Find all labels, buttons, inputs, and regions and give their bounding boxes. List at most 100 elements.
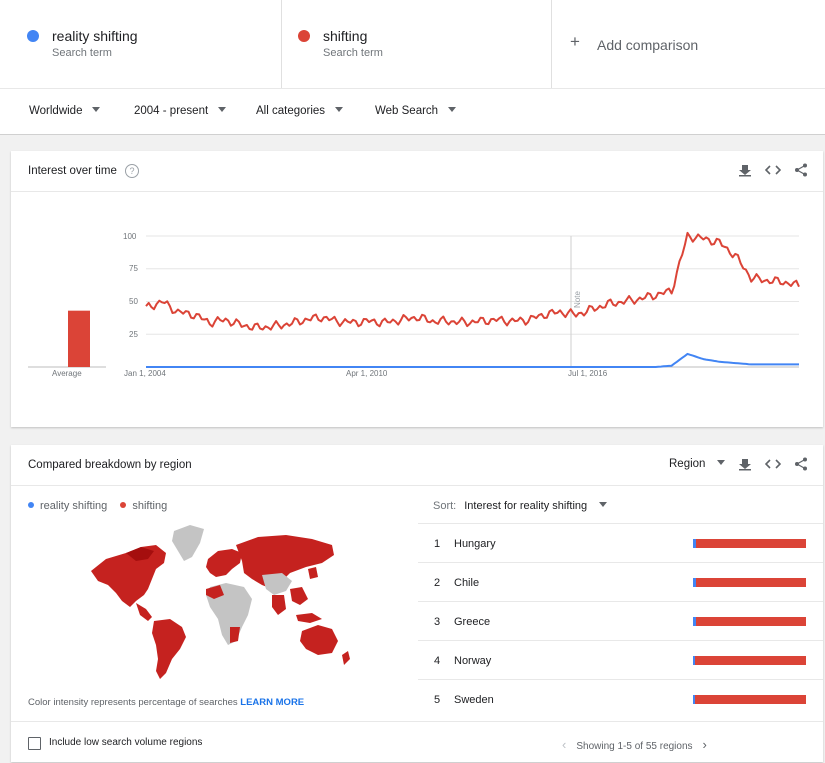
map-region-north-america[interactable] bbox=[91, 545, 166, 607]
map-region-japan[interactable] bbox=[308, 567, 318, 579]
row-region-name: Greece bbox=[454, 616, 491, 628]
add-comparison-label: Add comparison bbox=[597, 37, 699, 53]
map-legend: reality shifting shifting bbox=[28, 500, 167, 512]
share-icon[interactable] bbox=[793, 457, 809, 473]
caret-down-icon bbox=[335, 107, 344, 112]
table-row[interactable]: 5 Sweden bbox=[418, 679, 823, 719]
search-terms-bar: reality shifting Search term shifting Se… bbox=[0, 0, 825, 88]
chart-note-marker[interactable]: Note bbox=[572, 291, 582, 308]
download-icon[interactable] bbox=[737, 457, 753, 473]
reality-shifting-share bbox=[693, 656, 696, 665]
help-icon[interactable]: ? bbox=[125, 164, 139, 178]
row-region-name: Chile bbox=[454, 577, 480, 589]
card-header: Compared breakdown by region Region bbox=[11, 445, 823, 486]
y-tick-label: 25 bbox=[129, 330, 138, 339]
sort-control[interactable]: Sort: Interest for reality shifting bbox=[433, 500, 608, 512]
embed-code-icon[interactable] bbox=[764, 457, 782, 473]
row-rank: 1 bbox=[434, 538, 441, 550]
map-region-indonesia[interactable] bbox=[296, 613, 322, 623]
region-filter[interactable]: Worldwide bbox=[29, 105, 101, 117]
map-region-australia[interactable] bbox=[300, 625, 338, 655]
map-region-southeast-asia[interactable] bbox=[290, 587, 308, 605]
map-region-canada-north[interactable] bbox=[126, 547, 154, 561]
world-map[interactable] bbox=[86, 523, 356, 683]
search-term-shifting[interactable]: shifting Search term bbox=[282, 0, 552, 88]
map-region-greenland[interactable] bbox=[172, 525, 204, 561]
map-region-russia-asia[interactable] bbox=[236, 535, 334, 589]
caret-down-icon bbox=[599, 502, 608, 507]
y-tick-label: 75 bbox=[129, 264, 138, 273]
low-volume-checkbox[interactable] bbox=[28, 737, 41, 750]
time-filter[interactable]: 2004 - present bbox=[134, 105, 227, 117]
series-color-dot bbox=[298, 30, 310, 42]
pagination: ‹ Showing 1-5 of 55 regions › bbox=[562, 737, 707, 752]
row-region-name: Hungary bbox=[454, 538, 496, 550]
table-row[interactable]: 4 Norway bbox=[418, 640, 823, 680]
legend-dot bbox=[120, 502, 127, 508]
search-term-reality-shifting[interactable]: reality shifting Search term bbox=[11, 0, 282, 88]
embed-code-icon[interactable] bbox=[764, 163, 782, 179]
legend-label: reality shifting bbox=[40, 500, 108, 512]
card-title: Interest over time bbox=[28, 165, 117, 177]
map-region-north-africa[interactable] bbox=[206, 585, 224, 599]
region-dropdown[interactable]: Region bbox=[669, 458, 726, 470]
region-card-footer: Include low search volume regions ‹ Showi… bbox=[11, 721, 823, 763]
card-title: Compared breakdown by region bbox=[28, 459, 192, 471]
map-region-south-africa[interactable] bbox=[230, 627, 240, 643]
caret-down-icon bbox=[448, 107, 457, 112]
series-line-shifting bbox=[145, 231, 800, 331]
time-filter-label: 2004 - present bbox=[134, 105, 209, 117]
table-row[interactable]: 1 Hungary bbox=[418, 523, 823, 563]
x-tick-label: Apr 1, 2010 bbox=[346, 369, 388, 378]
x-tick-label: Jan 1, 2004 bbox=[124, 369, 166, 378]
pager-text: Showing 1-5 of 55 regions bbox=[576, 741, 693, 752]
add-comparison-button[interactable]: + Add comparison bbox=[552, 0, 825, 88]
row-region-name: Norway bbox=[454, 655, 492, 667]
category-filter[interactable]: All categories bbox=[256, 105, 344, 117]
reality-shifting-share bbox=[693, 578, 697, 587]
table-row[interactable]: 2 Chile bbox=[418, 562, 823, 602]
chevron-right-icon[interactable]: › bbox=[702, 737, 707, 752]
filter-bar: Worldwide 2004 - present All categories … bbox=[0, 88, 825, 135]
map-note-text: Color intensity represents percentage of… bbox=[28, 697, 238, 708]
map-region-europe[interactable] bbox=[206, 549, 242, 577]
map-region-central-america[interactable] bbox=[136, 603, 152, 621]
legend-label: shifting bbox=[132, 500, 168, 512]
map-region-africa[interactable] bbox=[206, 583, 252, 645]
map-region-india[interactable] bbox=[272, 595, 286, 615]
series-line-reality-shifting bbox=[146, 352, 799, 368]
download-icon[interactable] bbox=[737, 163, 753, 179]
legend-dot bbox=[28, 502, 34, 508]
reality-shifting-share bbox=[693, 617, 697, 626]
search-type-filter[interactable]: Web Search bbox=[375, 105, 457, 117]
term-sub: Search term bbox=[323, 47, 383, 59]
y-tick-label: 50 bbox=[129, 297, 138, 306]
row-rank: 3 bbox=[434, 616, 441, 628]
row-rank: 2 bbox=[434, 577, 441, 589]
comparison-bar bbox=[693, 695, 806, 704]
share-icon[interactable] bbox=[793, 163, 809, 179]
region-breakdown-card: Compared breakdown by region Region real… bbox=[11, 445, 823, 762]
chevron-left-icon[interactable]: ‹ bbox=[562, 737, 567, 752]
sort-label: Sort: bbox=[433, 500, 457, 512]
row-rank: 5 bbox=[434, 694, 441, 706]
region-dropdown-label: Region bbox=[669, 458, 706, 470]
table-row[interactable]: 3 Greece bbox=[418, 601, 823, 641]
interest-over-time-card: Interest over time ? Average Jan 1, 2004… bbox=[11, 151, 823, 427]
series-color-dot bbox=[27, 30, 39, 42]
average-bar-shifting bbox=[68, 310, 90, 367]
term-name: reality shifting bbox=[52, 28, 138, 44]
card-header: Interest over time ? bbox=[11, 151, 823, 192]
row-region-name: Sweden bbox=[454, 694, 494, 706]
search-type-label: Web Search bbox=[375, 105, 439, 117]
map-region-south-america[interactable] bbox=[152, 619, 186, 679]
map-region-new-zealand[interactable] bbox=[342, 651, 350, 665]
map-region-central-asia[interactable] bbox=[262, 573, 292, 595]
y-tick-label: 100 bbox=[123, 232, 137, 241]
comparison-bar bbox=[693, 656, 806, 665]
learn-more-link[interactable]: LEARN MORE bbox=[240, 697, 305, 708]
x-tick-label: Jul 1, 2016 bbox=[568, 369, 608, 378]
term-sub: Search term bbox=[52, 47, 112, 59]
comparison-bar bbox=[693, 578, 806, 587]
term-name: shifting bbox=[323, 28, 368, 44]
